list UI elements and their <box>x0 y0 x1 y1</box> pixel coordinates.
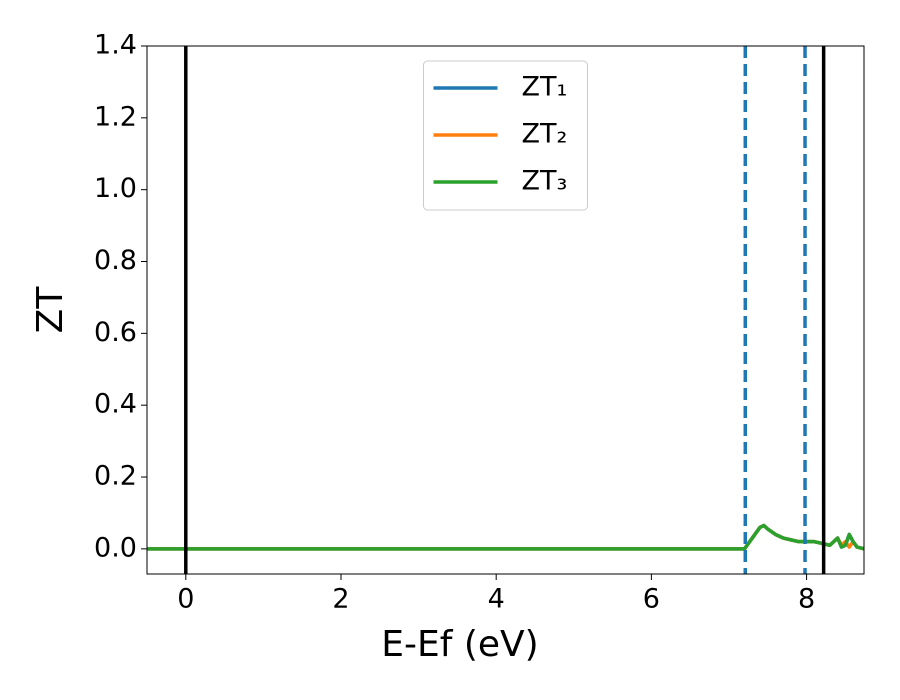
x-tick-label: 0 <box>177 584 194 615</box>
series-line <box>147 523 864 551</box>
legend-label: ZT₁ <box>522 72 568 103</box>
y-tick-label: 0.4 <box>94 389 137 420</box>
legend-label: ZT₃ <box>522 166 568 197</box>
x-axis-label: E-Ef (eV) <box>381 624 538 665</box>
y-tick-label: 0.8 <box>94 245 137 276</box>
y-axis-label: ZT <box>30 286 71 334</box>
y-tick-label: 1.0 <box>94 173 137 204</box>
series-line <box>147 523 864 551</box>
plot <box>147 46 864 574</box>
y-tick-label: 0.6 <box>94 317 137 348</box>
y-tick-label: 0.0 <box>94 532 137 563</box>
y-tick-label: 1.2 <box>94 101 137 132</box>
x-tick-label: 4 <box>488 584 505 615</box>
legend-box <box>423 60 588 211</box>
x-tick-label: 8 <box>798 584 815 615</box>
x-tick-label: 2 <box>332 584 349 615</box>
series-line <box>147 523 864 551</box>
legend-label: ZT₂ <box>522 119 568 150</box>
y-tick-label: 1.4 <box>94 30 137 61</box>
x-tick-label: 6 <box>643 584 660 615</box>
y-tick-label: 0.2 <box>94 461 137 492</box>
plot-frame <box>146 45 865 575</box>
